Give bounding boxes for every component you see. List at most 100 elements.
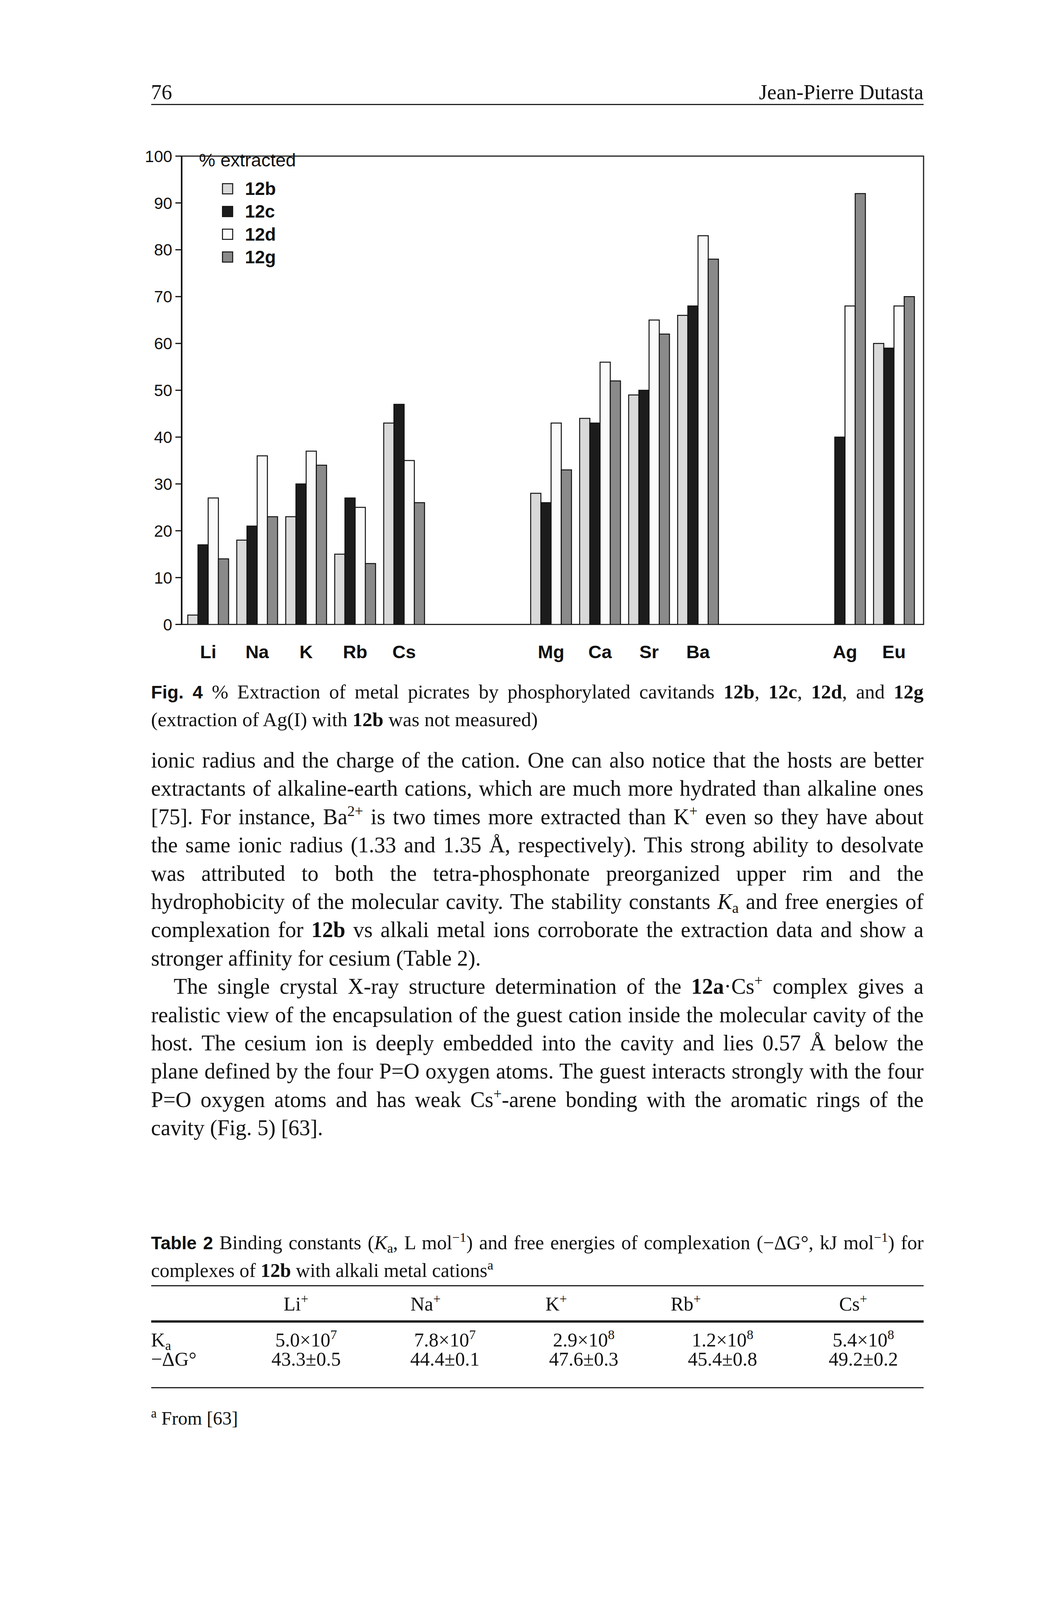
y-tick-label: 10 [153, 568, 173, 588]
x-tick-label: Li [200, 641, 217, 663]
text-run: with alkali metal cations [291, 1259, 488, 1282]
text-run: Na [410, 1293, 433, 1316]
text-run: 12c [768, 681, 798, 703]
caption-label: Table 2 [151, 1233, 214, 1254]
bar [316, 465, 327, 625]
table-rule [151, 1285, 924, 1287]
bar [383, 423, 394, 625]
text-run: 8 [746, 1327, 754, 1343]
y-axis-title: % extracted [198, 149, 296, 171]
table-rule [151, 1320, 924, 1323]
y-tick [175, 577, 182, 579]
legend-label: 12c [244, 201, 276, 222]
bar [295, 484, 306, 625]
table-rule [151, 1387, 924, 1389]
text-run: 7.8×10 [414, 1329, 470, 1352]
y-tick-label: 50 [153, 381, 173, 400]
text-run: , [797, 681, 812, 703]
text-run: + [300, 1291, 309, 1307]
text-run: 49.2±0.2 [828, 1348, 898, 1371]
text-run: 5.4×10 [832, 1329, 888, 1352]
plot-frame [181, 156, 924, 625]
legend-label: 12d [244, 224, 276, 245]
header-rule [151, 103, 924, 106]
bar [530, 493, 541, 625]
text-run: 44.4±0.1 [410, 1348, 480, 1371]
text-run: Rb [670, 1293, 694, 1316]
bar [267, 516, 278, 625]
body-text: ionic radius and the charge of the catio… [151, 746, 924, 1143]
y-tick [175, 389, 182, 392]
text-run: 7 [330, 1327, 337, 1343]
text-run: % Extraction of metal picrates by phosph… [202, 681, 724, 703]
figure-caption: Fig. 4 % Extraction of metal picrates by… [151, 678, 924, 734]
caption-label: Fig. 4 [151, 682, 204, 703]
table-header-cell: K+ [486, 1290, 627, 1318]
legend-label: 12b [244, 178, 276, 199]
x-tick-label: Mg [538, 641, 565, 663]
text-run: From [63] [156, 1408, 238, 1429]
table-cell: 47.6±0.3 [513, 1345, 655, 1373]
text-run: 12b [260, 1259, 292, 1282]
bar [579, 418, 590, 625]
x-tick-label: Eu [882, 641, 906, 663]
text-run: 8 [887, 1327, 895, 1343]
table-cell: −ΔG° [151, 1345, 269, 1373]
text-run: K [151, 1329, 166, 1352]
bar [638, 390, 649, 625]
text-run: 1.2×10 [691, 1329, 747, 1352]
y-tick-label: 0 [163, 615, 173, 635]
bar [403, 460, 415, 625]
text-run: 43.3±0.5 [271, 1348, 341, 1371]
table-header-cell: Rb+ [615, 1290, 757, 1318]
table-cell: 44.4±0.1 [374, 1345, 516, 1373]
bar [600, 362, 611, 625]
table-cell: 45.4±0.8 [652, 1345, 793, 1373]
page-number: 76 [151, 80, 173, 104]
text-run: 12b [352, 708, 384, 731]
x-tick-label: Rb [343, 641, 368, 663]
bar [845, 305, 856, 625]
bar [540, 502, 551, 625]
text-run: ·Cs [723, 974, 755, 999]
bar [648, 319, 660, 625]
y-tick [175, 436, 182, 438]
legend-label: 12g [244, 246, 276, 268]
text-run: Li [283, 1293, 301, 1316]
x-tick-label: Ca [588, 641, 613, 663]
legend-swatch [222, 183, 233, 194]
bar [344, 498, 356, 625]
y-tick [175, 623, 182, 626]
y-tick-label: 70 [153, 287, 173, 306]
text-run: K [545, 1293, 560, 1316]
y-tick-label: 20 [153, 521, 173, 541]
text-run: + [689, 802, 698, 820]
bar [698, 235, 709, 625]
y-tick-label: 30 [153, 475, 173, 494]
text-run: 12a [691, 974, 724, 999]
bar [257, 455, 268, 625]
running-head: Jean-Pierre Dutasta [151, 80, 924, 104]
y-tick [175, 343, 182, 345]
bar [708, 259, 719, 625]
y-tick-label: 40 [153, 428, 173, 447]
bar [687, 305, 698, 625]
table-footnote: a From [63] [151, 1405, 924, 1432]
bar [659, 334, 670, 625]
bar [218, 559, 229, 625]
legend-swatch [222, 252, 233, 263]
y-tick-label: 60 [153, 334, 173, 353]
text-run: 45.4±0.8 [688, 1348, 758, 1371]
table-header-cell: Na+ [355, 1290, 496, 1318]
text-run: −1 [874, 1230, 889, 1245]
chart: 0102030405060708090100LiNaKRbCsMgCaSrBaA… [0, 0, 1051, 676]
bar [187, 615, 199, 625]
bar [198, 545, 209, 625]
bar [208, 498, 219, 625]
text-run: a [387, 1241, 394, 1256]
x-tick-label: Ag [832, 641, 858, 663]
paragraph: The single crystal X-ray structure deter… [151, 972, 924, 1143]
text-run: 2+ [347, 802, 364, 820]
text-run: K [374, 1231, 388, 1254]
text-run: 47.6±0.3 [548, 1348, 619, 1371]
